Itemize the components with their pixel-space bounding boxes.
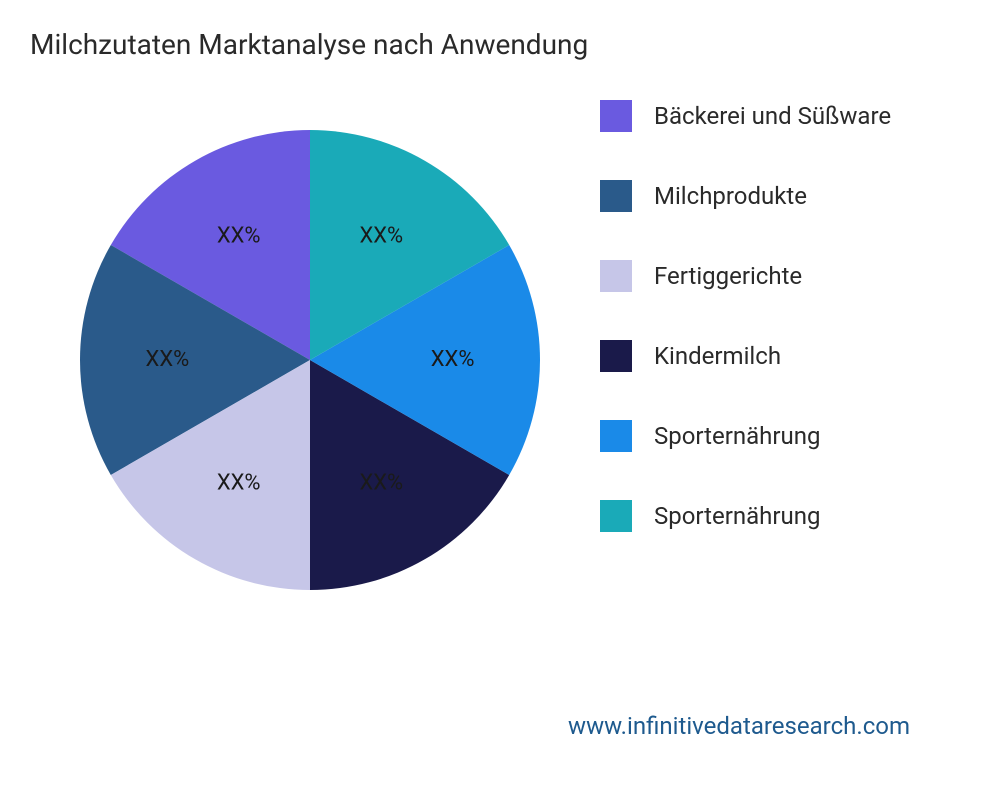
legend-swatch <box>600 100 632 132</box>
legend-label: Sporternährung <box>654 502 820 530</box>
attribution: www.infinitivedataresearch.com <box>568 712 910 740</box>
legend-label: Kindermilch <box>654 342 781 370</box>
legend-item: Kindermilch <box>600 340 1000 372</box>
pie-slice-label: XX% <box>431 347 475 372</box>
legend-item: Sporternährung <box>600 500 1000 532</box>
chart-container: Milchzutaten Marktanalyse nach Anwendung… <box>0 0 1000 800</box>
pie-slice-label: XX% <box>217 470 261 495</box>
legend-label: Fertiggerichte <box>654 262 802 290</box>
legend-swatch <box>600 260 632 292</box>
legend-label: Bäckerei und Süßware <box>654 102 891 130</box>
chart-body: XX% XX% XX% XX% XX% XX% Bäckerei und Süßware M… <box>0 100 1000 660</box>
legend-swatch <box>600 500 632 532</box>
legend-label: Milchprodukte <box>654 182 807 210</box>
legend-item: Bäckerei und Süßware <box>600 100 1000 132</box>
legend-swatch <box>600 420 632 452</box>
pie-svg: XX% XX% XX% XX% XX% XX% <box>80 130 540 590</box>
pie-chart: XX% XX% XX% XX% XX% XX% <box>80 130 540 590</box>
legend-item: Milchprodukte <box>600 180 1000 212</box>
legend-label: Sporternährung <box>654 422 820 450</box>
legend-item: Fertiggerichte <box>600 260 1000 292</box>
legend-swatch <box>600 180 632 212</box>
pie-slice-label: XX% <box>217 223 261 248</box>
chart-title: Milchzutaten Marktanalyse nach Anwendung <box>30 28 588 61</box>
pie-slice-label: XX% <box>359 470 403 495</box>
legend: Bäckerei und Süßware Milchprodukte Fertigg… <box>600 100 1000 580</box>
pie-slice-label: XX% <box>146 347 190 372</box>
pie-slice-label: XX% <box>359 223 403 248</box>
legend-swatch <box>600 340 632 372</box>
legend-item: Sporternährung <box>600 420 1000 452</box>
